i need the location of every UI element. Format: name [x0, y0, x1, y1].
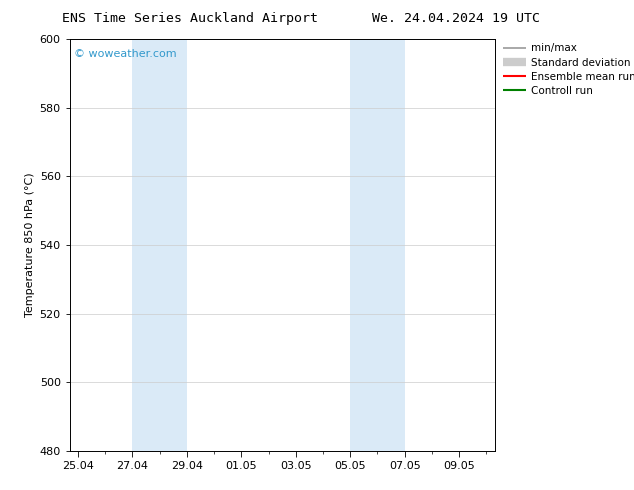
Text: We. 24.04.2024 19 UTC: We. 24.04.2024 19 UTC: [373, 12, 540, 25]
Y-axis label: Temperature 850 hPa (°C): Temperature 850 hPa (°C): [25, 172, 36, 318]
Legend: min/max, Standard deviation, Ensemble mean run, Controll run: min/max, Standard deviation, Ensemble me…: [499, 39, 634, 100]
Bar: [350, 39, 404, 451]
Text: ENS Time Series Auckland Airport: ENS Time Series Auckland Airport: [62, 12, 318, 25]
Text: © woweather.com: © woweather.com: [74, 49, 177, 59]
Bar: [133, 39, 187, 451]
